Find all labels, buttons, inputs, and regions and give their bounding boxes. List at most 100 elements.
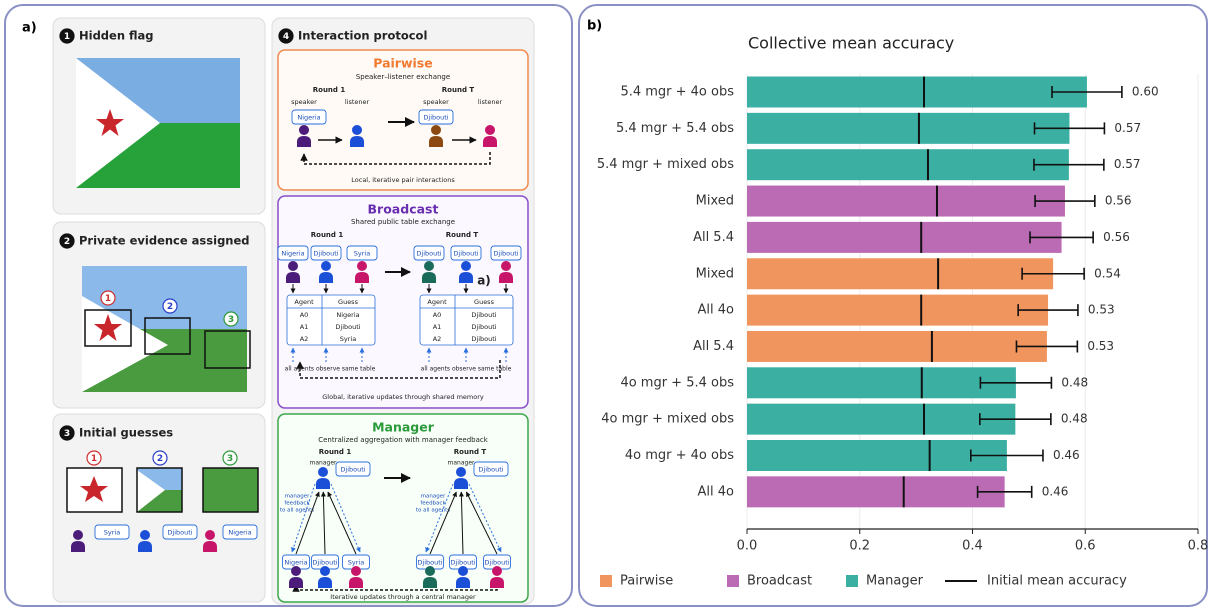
label: manager bbox=[421, 494, 446, 500]
guess-text: Djibouti bbox=[167, 529, 192, 537]
guess-text: Nigeria bbox=[228, 529, 251, 537]
agent-body bbox=[350, 136, 364, 147]
agent-body bbox=[318, 577, 332, 588]
agent-body bbox=[349, 577, 363, 588]
bar bbox=[747, 113, 1069, 144]
y-tick-label: All 4o bbox=[698, 484, 735, 499]
y-tick-label: 4o mgr + 4o obs bbox=[625, 448, 734, 463]
label: speaker bbox=[291, 98, 317, 106]
label: manager bbox=[285, 494, 310, 500]
table-cell: A0 bbox=[433, 311, 442, 319]
box-title: Manager bbox=[372, 420, 435, 435]
figure: a) b) Collective mean accuracy 1 Hidden f… bbox=[0, 0, 1212, 611]
agent-head bbox=[456, 467, 466, 477]
x-tick-label: 0.4 bbox=[962, 539, 983, 554]
bar bbox=[747, 258, 1053, 289]
step-number: 1 bbox=[91, 454, 97, 464]
label: speaker bbox=[423, 98, 449, 106]
label: Agent bbox=[294, 298, 314, 306]
guess-text: Nigeria bbox=[281, 250, 304, 258]
step-title: Interaction protocol bbox=[298, 29, 427, 43]
agent-body bbox=[203, 541, 217, 552]
y-tick-label: All 5.4 bbox=[693, 230, 734, 245]
label: Centralized aggregation with manager fee… bbox=[318, 436, 489, 444]
agent-body bbox=[289, 577, 303, 588]
agent-head bbox=[461, 261, 471, 271]
guess-text: Nigeria bbox=[297, 114, 320, 122]
y-tick-label: 5.4 mgr + 5.4 obs bbox=[616, 121, 734, 136]
step-title: Private evidence assigned bbox=[79, 234, 250, 248]
step-number: 3 bbox=[227, 454, 233, 464]
y-tick-label: 4o mgr + 5.4 obs bbox=[620, 375, 734, 390]
bar bbox=[747, 77, 1087, 108]
panel-label: a) bbox=[477, 274, 491, 288]
legend-label: Initial mean accuracy bbox=[987, 574, 1127, 589]
step-number: 1 bbox=[64, 32, 70, 42]
evidence-crops bbox=[67, 468, 258, 512]
step-number: 3 bbox=[228, 315, 234, 325]
agent-body bbox=[459, 272, 473, 283]
agent-body bbox=[138, 541, 152, 552]
value-label: 0.54 bbox=[1094, 266, 1121, 280]
label: to all agents bbox=[280, 508, 314, 514]
guess-text: Nigeria bbox=[284, 559, 307, 567]
step-number: 2 bbox=[64, 237, 70, 247]
step-title: Hidden flag bbox=[79, 29, 154, 43]
label: Round 1 bbox=[319, 448, 352, 456]
agent-body bbox=[422, 272, 436, 283]
bar bbox=[747, 331, 1047, 362]
value-label: 0.56 bbox=[1103, 230, 1130, 244]
agent-head bbox=[424, 261, 434, 271]
value-label: 0.53 bbox=[1087, 339, 1114, 353]
value-label: 0.48 bbox=[1061, 412, 1088, 426]
label: feedback bbox=[284, 501, 310, 507]
value-label: 0.56 bbox=[1105, 194, 1132, 208]
agent-body bbox=[316, 478, 330, 489]
agent-body bbox=[286, 272, 300, 283]
table-cell: Djibouti bbox=[471, 311, 496, 319]
legend-swatch bbox=[727, 575, 739, 587]
guess-text: Syria bbox=[104, 529, 120, 537]
agent-body bbox=[297, 136, 311, 147]
label: Guess bbox=[338, 298, 359, 306]
agent-head bbox=[501, 261, 511, 271]
value-label: 0.53 bbox=[1088, 303, 1115, 317]
agent-body bbox=[429, 136, 443, 147]
agent-body bbox=[319, 272, 333, 283]
y-tick-label: 5.4 mgr + 4o obs bbox=[620, 85, 734, 100]
label: Round 1 bbox=[313, 86, 346, 94]
y-tick-label: Mixed bbox=[696, 194, 734, 209]
box-title: Pairwise bbox=[373, 56, 432, 71]
guess-text: Djibouti bbox=[450, 559, 475, 567]
bar bbox=[747, 440, 1007, 471]
x-tick-label: 0.8 bbox=[1188, 539, 1209, 554]
bar bbox=[747, 476, 1005, 507]
table-cell: A1 bbox=[433, 323, 442, 331]
step-number: 4 bbox=[283, 32, 289, 42]
agent-body bbox=[499, 272, 513, 283]
chart-title: Collective mean accuracy bbox=[748, 34, 954, 53]
y-tick-label: All 5.4 bbox=[693, 339, 734, 354]
label: Round 1 bbox=[311, 231, 344, 239]
value-label: 0.60 bbox=[1132, 85, 1159, 99]
legend-label: Broadcast bbox=[747, 574, 812, 589]
guess-text: Djibouti bbox=[340, 466, 365, 474]
label: feedback bbox=[420, 501, 446, 507]
agent-head bbox=[140, 530, 150, 540]
label: Iterative updates through a central mana… bbox=[330, 593, 476, 601]
label: manager bbox=[310, 460, 338, 467]
y-tick-label: 5.4 mgr + mixed obs bbox=[597, 157, 734, 172]
agent-head bbox=[73, 530, 83, 540]
label: to all agents bbox=[416, 508, 450, 514]
panel-label: b) bbox=[587, 19, 602, 34]
step-number: 1 bbox=[105, 294, 111, 304]
agent-head bbox=[485, 125, 495, 135]
table-cell: A0 bbox=[300, 311, 309, 319]
step-title: Initial guesses bbox=[79, 426, 173, 440]
agent-body bbox=[456, 577, 470, 588]
guess-text: Djibouti bbox=[484, 559, 509, 567]
table-cell: A1 bbox=[300, 323, 309, 331]
label: Global, iterative updates through shared… bbox=[322, 393, 484, 401]
agent-head bbox=[357, 261, 367, 271]
step-number: 2 bbox=[157, 454, 163, 464]
